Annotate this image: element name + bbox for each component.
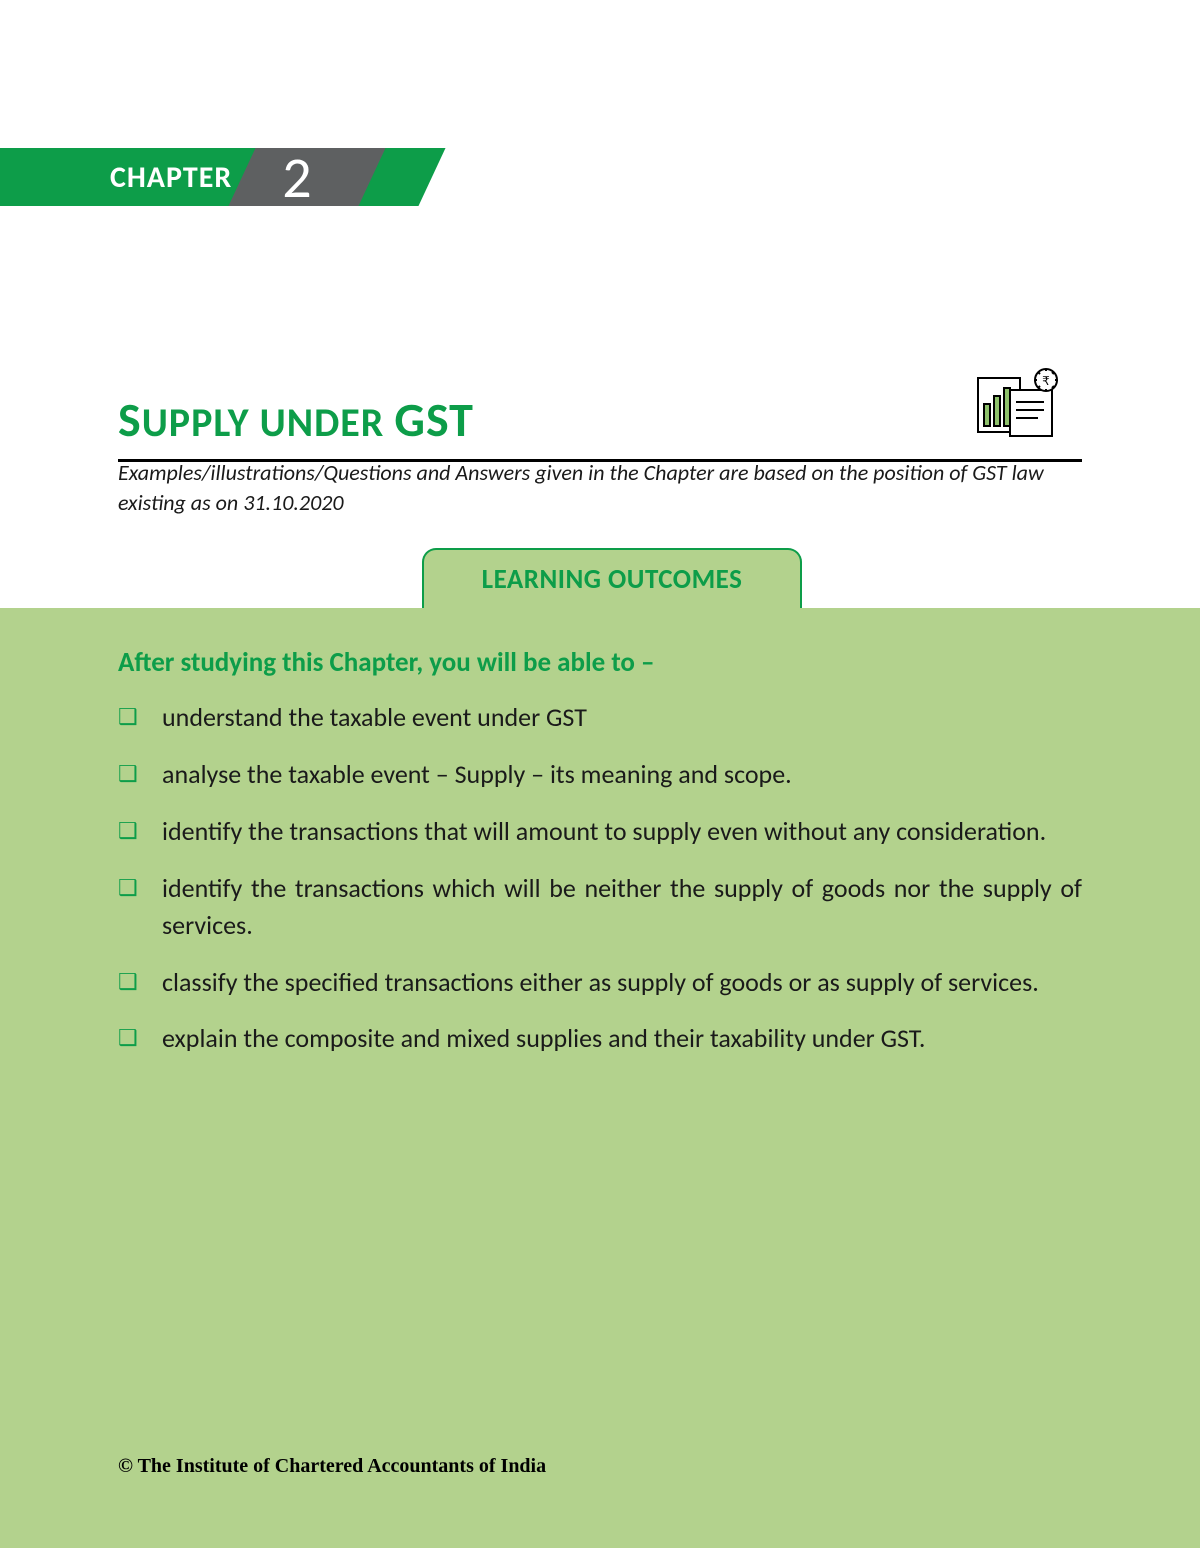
chapter-notice: Examples/illustrations/Questions and Ans… <box>118 458 1082 517</box>
outcome-text: identify the transactions that will amou… <box>162 813 1082 850</box>
learning-outcomes-list: ❑understand the taxable event under GST❑… <box>118 699 1082 1057</box>
copyright-notice: © The Institute of Chartered Accountants… <box>118 1455 546 1478</box>
page-title: SUPPLY UNDER GST <box>118 390 474 449</box>
outcome-text: analyse the taxable event – Supply – its… <box>162 756 1082 793</box>
square-bullet-icon: ❑ <box>118 756 162 791</box>
square-bullet-icon: ❑ <box>118 1020 162 1055</box>
outcome-item: ❑analyse the taxable event – Supply – it… <box>118 756 1082 793</box>
title-suffix: GST <box>394 390 474 449</box>
outcome-item: ❑identify the transactions that will amo… <box>118 813 1082 850</box>
chapter-number-wrap: 2 <box>262 148 442 206</box>
square-bullet-icon: ❑ <box>118 813 162 848</box>
square-bullet-icon: ❑ <box>118 699 162 734</box>
learning-outcomes-panel: After studying this Chapter, you will be… <box>0 608 1200 1548</box>
outcome-item: ❑explain the composite and mixed supplie… <box>118 1020 1082 1057</box>
square-bullet-icon: ❑ <box>118 870 162 905</box>
outcome-text: understand the taxable event under GST <box>162 699 1082 736</box>
title-prefix-rest: UPPLY UNDER <box>142 398 395 447</box>
outcome-text: classify the specified transactions eith… <box>162 964 1082 1001</box>
outcome-item: ❑identify the transactions which will be… <box>118 870 1082 944</box>
svg-text:₹: ₹ <box>1042 374 1050 388</box>
learning-outcomes-tab: LEARNING OUTCOMES <box>422 548 802 608</box>
title-prefix-cap: S <box>118 390 142 449</box>
outcome-item: ❑classify the specified transactions eit… <box>118 964 1082 1001</box>
outcome-item: ❑understand the taxable event under GST <box>118 699 1082 736</box>
chapter-label: CHAPTER <box>0 148 262 206</box>
page-title-row: SUPPLY UNDER GST ₹ <box>118 368 1082 462</box>
documents-icon: ₹ <box>974 368 1062 445</box>
outcome-text: identify the transactions which will be … <box>162 870 1082 944</box>
chapter-banner: CHAPTER 2 <box>0 148 442 206</box>
chapter-number: 2 <box>282 142 311 213</box>
outcome-text: explain the composite and mixed supplies… <box>162 1020 1082 1057</box>
learning-outcomes-intro: After studying this Chapter, you will be… <box>118 646 1082 679</box>
learning-outcomes-tab-label: LEARNING OUTCOMES <box>482 563 743 596</box>
square-bullet-icon: ❑ <box>118 964 162 999</box>
